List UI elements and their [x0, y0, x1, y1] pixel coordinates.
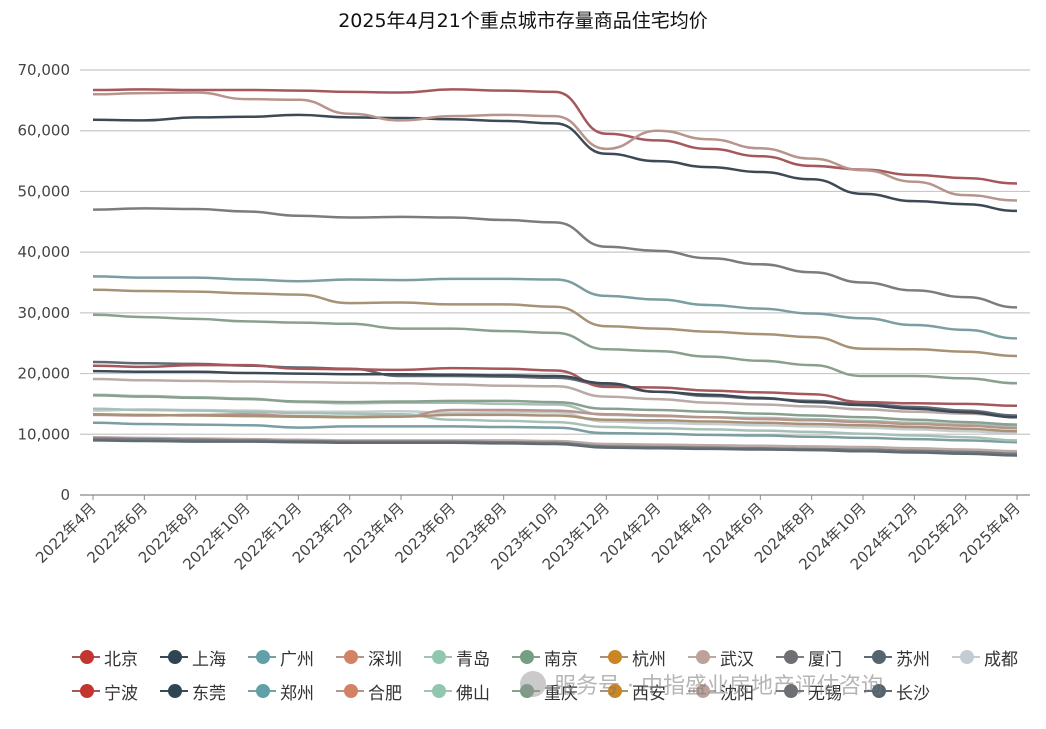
legend-label: 无锡	[808, 683, 842, 704]
legend-item[interactable]: 南京	[510, 645, 598, 670]
legend-item[interactable]: 厦门	[774, 645, 862, 670]
legend-label: 杭州	[632, 649, 666, 670]
series-line-3	[92, 91, 1018, 202]
y-tick-label: 30,000	[18, 304, 71, 322]
legend-label: 青岛	[456, 649, 490, 670]
y-tick-label: 50,000	[18, 182, 71, 200]
series-line-6	[92, 288, 1018, 358]
x-axis-ticks: 2022年4月2022年6月2022年8月2022年10月2022年12月202…	[32, 495, 1024, 574]
series-line-5	[92, 313, 1018, 385]
legend-item[interactable]: 杭州	[598, 645, 686, 670]
legend-marker	[246, 684, 280, 698]
legend-item[interactable]: 东莞	[158, 679, 246, 704]
legend-label: 重庆	[544, 683, 578, 704]
legend-item[interactable]: 长沙	[862, 679, 950, 704]
legend-label: 合肥	[368, 683, 402, 704]
legend: 北京 上海 广州 深圳 青岛 南京 杭州 武汉 厦门 苏州 成都 宁波 东莞 郑州 合肥 佛山 重庆 西安 沈阳 无…	[70, 640, 1040, 708]
legend-item[interactable]: 北京	[70, 645, 158, 670]
legend-label: 北京	[104, 649, 138, 670]
series-line-12	[92, 369, 1018, 419]
legend-marker	[422, 684, 456, 698]
series-line-20	[92, 439, 1018, 457]
legend-marker	[158, 650, 192, 664]
legend-label: 佛山	[456, 683, 490, 704]
series-line-16	[92, 394, 1018, 426]
legend-marker	[686, 684, 720, 698]
y-tick-label: 20,000	[18, 365, 71, 383]
legend-label: 厦门	[808, 649, 842, 670]
legend-item[interactable]: 广州	[246, 645, 334, 670]
legend-marker	[950, 650, 984, 664]
y-tick-label: 60,000	[18, 122, 71, 140]
legend-label: 宁波	[104, 683, 138, 704]
y-axis-ticks: 0 10,000 20,000 30,000 40,000 50,000 60,000 70,…	[18, 61, 71, 504]
legend-label: 东莞	[192, 683, 226, 704]
legend-item[interactable]: 深圳	[334, 645, 422, 670]
chart-title: 2025年4月21个重点城市存量商品住宅均价	[338, 10, 708, 32]
legend-marker	[774, 684, 808, 698]
legend-label: 郑州	[280, 683, 314, 704]
legend-label: 深圳	[368, 649, 402, 670]
legend-marker	[158, 684, 192, 698]
legend-marker	[246, 650, 280, 664]
legend-label: 沈阳	[720, 683, 754, 704]
series-line-0	[92, 88, 1018, 185]
legend-item[interactable]: 武汉	[686, 645, 774, 670]
series-line-15	[92, 407, 1018, 442]
legend-label: 苏州	[896, 649, 930, 670]
series-line-2	[92, 275, 1018, 340]
series-line-11	[92, 363, 1018, 408]
legend-marker	[862, 650, 896, 664]
legend-item[interactable]: 沈阳	[686, 679, 774, 704]
legend-marker	[510, 650, 544, 664]
series-lines	[92, 88, 1018, 457]
legend-marker	[70, 650, 104, 664]
legend-label: 南京	[544, 649, 578, 670]
legend-item[interactable]: 西安	[598, 679, 686, 704]
legend-marker	[774, 650, 808, 664]
legend-label: 长沙	[896, 683, 930, 704]
legend-marker	[862, 684, 896, 698]
y-tick-label: 0	[60, 486, 70, 504]
legend-label: 广州	[280, 649, 314, 670]
wechat-icon	[520, 671, 546, 697]
legend-label: 武汉	[720, 649, 754, 670]
legend-marker	[598, 684, 632, 698]
legend-marker	[598, 650, 632, 664]
legend-item[interactable]: 宁波	[70, 679, 158, 704]
y-tick-label: 70,000	[18, 61, 71, 79]
legend-item[interactable]: 郑州	[246, 679, 334, 704]
series-line-14	[92, 408, 1018, 430]
series-line-18	[92, 436, 1018, 453]
series-line-7	[92, 377, 1018, 418]
legend-item[interactable]: 佛山	[422, 679, 510, 704]
series-line-8	[92, 207, 1018, 309]
legend-item[interactable]: 青岛	[422, 645, 510, 670]
legend-marker	[70, 684, 104, 698]
line-chart: 0 10,000 20,000 30,000 40,000 50,000 60,000 70,…	[18, 61, 1030, 574]
y-tick-label: 40,000	[18, 243, 71, 261]
legend-marker	[686, 650, 720, 664]
legend-item[interactable]: 合肥	[334, 679, 422, 704]
series-line-17	[92, 413, 1018, 433]
watermark: 服务号 · 中指盛业房地产评估咨询	[520, 668, 883, 700]
legend-label: 上海	[192, 649, 226, 670]
watermark-text: 服务号 · 中指盛业房地产评估咨询	[554, 674, 883, 699]
series-line-13	[92, 421, 1018, 444]
legend-item[interactable]: 上海	[158, 645, 246, 670]
legend-label: 西安	[632, 683, 666, 704]
legend-row: 北京 上海 广州 深圳 青岛 南京 杭州 武汉 厦门 苏州 成都	[70, 640, 1040, 674]
series-line-1	[92, 113, 1018, 213]
legend-item[interactable]: 苏州	[862, 645, 950, 670]
legend-marker	[422, 650, 456, 664]
legend-marker	[334, 684, 368, 698]
legend-item[interactable]: 无锡	[774, 679, 862, 704]
y-tick-label: 10,000	[18, 425, 71, 443]
legend-item[interactable]: 成都	[950, 645, 1038, 670]
legend-marker	[334, 650, 368, 664]
legend-label: 成都	[984, 649, 1018, 670]
